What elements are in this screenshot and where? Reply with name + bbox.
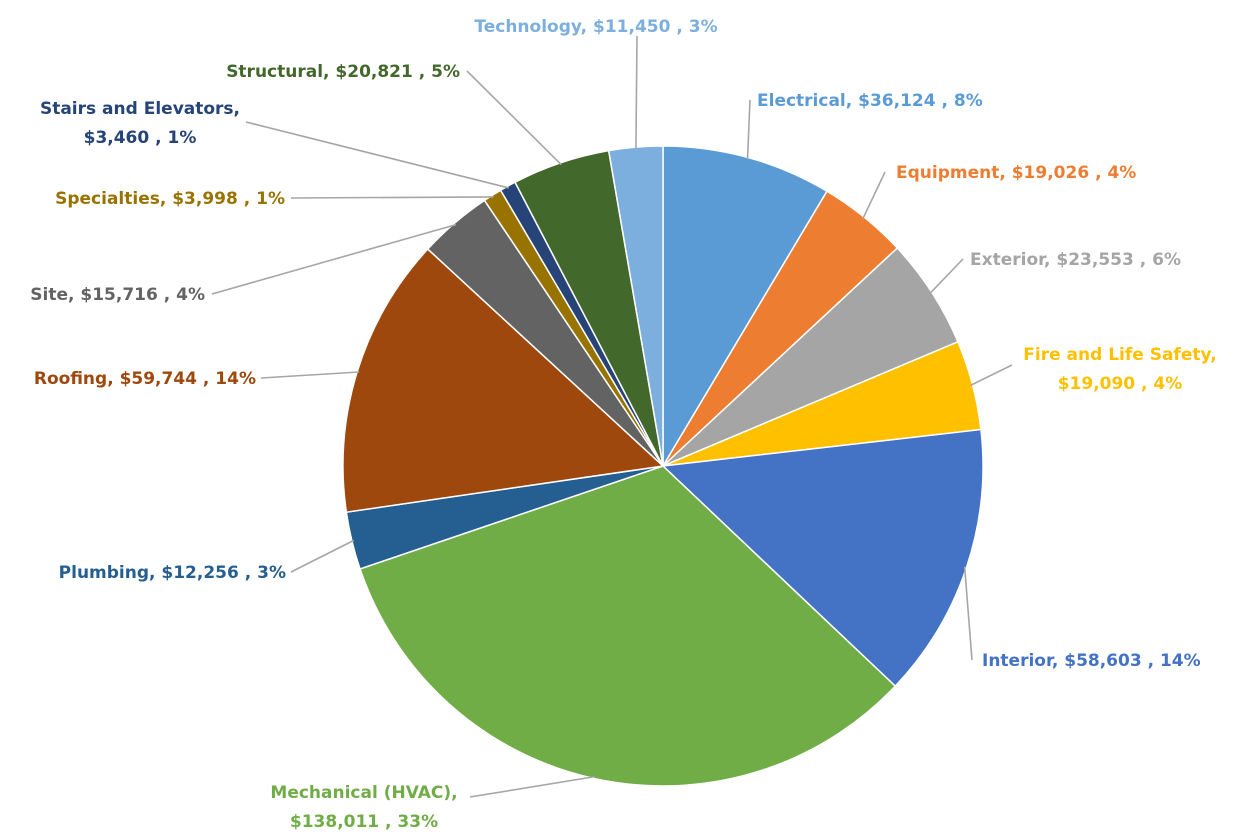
data-label-technology: Technology, $11,450 , 3% (474, 17, 717, 37)
data-label-interior: Interior, $58,603 , 14% (982, 651, 1201, 671)
leader-line-structural (466, 70, 562, 166)
leader-line-roofing (260, 371, 360, 379)
data-label-fire-and-life-safety: Fire and Life Safety, $19,090 , 4% (1023, 345, 1216, 394)
pie-slice-mechanical-hvac (359, 465, 897, 787)
data-label-mechanical-hvac: Mechanical (HVAC), $138,011 , 33% (270, 783, 457, 832)
leader-line-electrical (746, 99, 751, 160)
leader-line-technology (635, 35, 638, 150)
pie-slices (342, 145, 984, 787)
data-label-electrical: Electrical, $36,124 , 8% (757, 91, 983, 111)
leader-line-specialties (290, 196, 494, 199)
leader-line-stairs-and-elevators (245, 121, 509, 189)
data-label-stairs-and-elevators: Stairs and Elevators, $3,460 , 1% (40, 99, 240, 148)
leader-line-interior (963, 566, 973, 661)
data-label-exterior: Exterior, $23,553 , 6% (970, 250, 1181, 270)
leader-line-equipment (862, 171, 886, 220)
leader-line-exterior (929, 258, 964, 294)
leader-line-mechanical-hvac (469, 775, 596, 798)
leader-line-site (211, 223, 457, 295)
data-labels: Electrical, $36,124 , 8% Equipment, $19,0… (30, 17, 1216, 832)
pie-slice-interior (661, 428, 984, 688)
data-label-site: Site, $15,716 , 4% (30, 285, 205, 305)
leader-line-fire-and-life-safety (970, 364, 1013, 387)
data-label-roofing: Roofing, $59,744 , 14% (34, 369, 256, 389)
leader-lines (211, 35, 1013, 798)
leader-line-plumbing (290, 539, 355, 573)
data-label-specialties: Specialties, $3,998 , 1% (55, 189, 285, 209)
data-label-plumbing: Plumbing, $12,256 , 3% (59, 563, 286, 583)
data-label-equipment: Equipment, $19,026 , 4% (896, 163, 1136, 183)
data-label-structural: Structural, $20,821 , 5% (226, 62, 460, 82)
